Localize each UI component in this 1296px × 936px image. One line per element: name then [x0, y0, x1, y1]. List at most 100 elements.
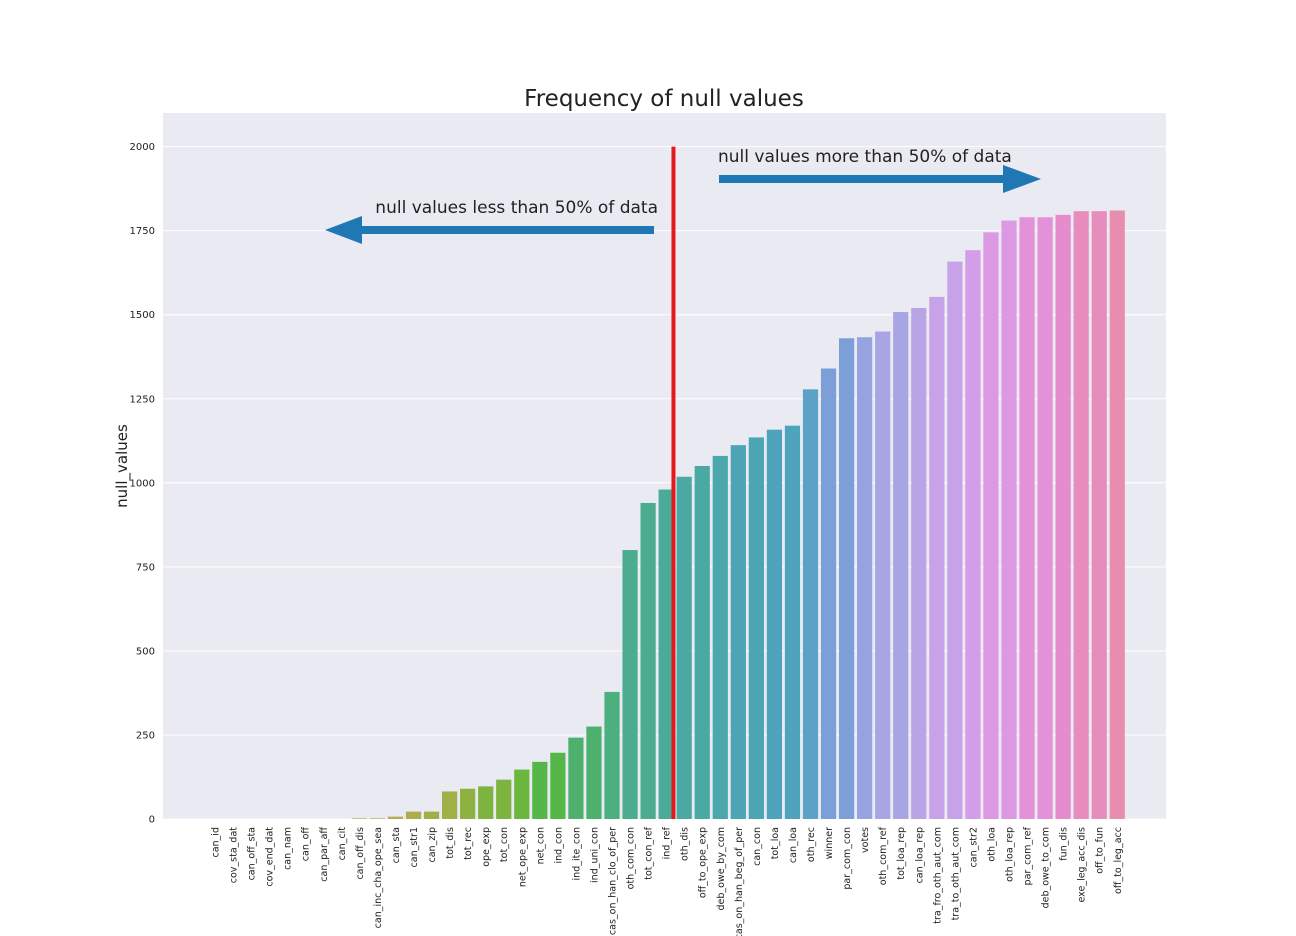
x-tick-label: can_str1: [409, 827, 420, 867]
x-tick-label: ind_uni_con: [589, 827, 600, 883]
bar-oth_rec: [802, 389, 819, 819]
y-tick-label: 2000: [130, 142, 155, 153]
x-tick-label: can_off_sta: [247, 827, 258, 880]
x-tick-label: off_to_fun: [1095, 827, 1106, 874]
bar-can_off_dis: [351, 818, 367, 819]
x-tick-label: cas_on_han_beg_of_per: [734, 827, 745, 936]
x-tick-label: cov_sta_dat: [229, 827, 240, 884]
x-tick-label: oth_rec: [806, 827, 817, 862]
bar-tra_fro_oth_aut_com: [929, 296, 945, 819]
bar-ind_uni_con: [586, 726, 602, 819]
bar-deb_owe_to_com: [1037, 217, 1053, 819]
x-tick-label: off_to_ope_exp: [698, 827, 709, 898]
x-tick-label: tot_con_ref: [644, 826, 655, 879]
bar-off_to_fun: [1091, 211, 1107, 820]
bar-cas_on_han_beg_of_per: [730, 445, 746, 819]
bar-can_zip: [423, 811, 440, 819]
left-arrow-icon: [325, 216, 654, 244]
bar-off_to_leg_acc: [1109, 210, 1125, 819]
x-tick-label: can_off_dis: [355, 827, 366, 880]
bar-tot_loa: [766, 429, 783, 819]
x-tick-label: tot_dis: [445, 827, 456, 859]
x-tick-label: tot_loa_rep: [896, 827, 907, 880]
x-tick-label: tra_to_oth_aut_com: [950, 827, 961, 920]
y-tick-label: 0: [149, 815, 155, 826]
x-tick-label: can_cit: [337, 827, 348, 861]
bar-tot_rec: [460, 788, 476, 819]
y-tick-label: 1000: [130, 478, 155, 489]
x-tick-label: oth_com_ref: [878, 826, 889, 885]
x-tick-label: cas_on_han_clo_of_per: [608, 827, 619, 935]
x-tick-label: tot_rec: [463, 827, 474, 860]
x-tick-label: ind_ite_con: [571, 827, 582, 880]
bar-tra_to_oth_aut_com: [947, 261, 963, 819]
bar-tot_con_ref: [640, 502, 656, 819]
bar-net_ope_exp: [514, 769, 530, 819]
x-tick-label: net_con: [535, 827, 546, 864]
x-tick-label: off_to_leg_acc: [1113, 827, 1124, 894]
bar-oth_com_ref: [875, 331, 891, 819]
x-tick-label: can_str2: [968, 827, 979, 867]
bar-net_con: [532, 761, 548, 819]
bar-can_sta: [387, 816, 404, 819]
x-tick-label: ope_exp: [481, 827, 492, 867]
y-axis-label: null_values: [113, 424, 132, 508]
x-tick-label: can_nam: [283, 827, 294, 870]
bar-can_str1: [405, 811, 422, 819]
x-tick-label: cov_end_dat: [265, 827, 276, 887]
x-tick-label: can_sta: [391, 827, 402, 863]
x-tick-label: can_off: [301, 827, 312, 862]
bar-oth_loa: [983, 232, 999, 819]
bar-tot_loa_rep: [893, 312, 909, 819]
bar-par_com_ref: [1019, 217, 1035, 819]
right-annotation: null values more than 50% of data: [718, 147, 1041, 193]
y-tick-label: 1500: [130, 310, 155, 321]
x-tick-label: tot_con: [499, 827, 510, 862]
x-tick-label: tot_loa: [770, 827, 781, 859]
bar-deb_owe_by_com: [712, 455, 728, 819]
x-tick-label: ind_con: [553, 827, 564, 864]
x-tick-label: par_com_ref: [1023, 826, 1034, 885]
bar-can_con: [748, 437, 764, 819]
bar-oth_loa_rep: [1001, 220, 1017, 820]
y-tick-label: 500: [136, 646, 155, 657]
y-tick-label: 250: [136, 730, 155, 741]
bars: [351, 210, 1125, 820]
x-tick-label: ind_ref: [662, 826, 673, 859]
bar-ind_con: [550, 752, 566, 819]
y-tick-label: 1750: [130, 226, 155, 237]
x-tick-label: oth_loa_rep: [1005, 827, 1016, 882]
x-tick-label: oth_com_con: [626, 827, 637, 889]
x-tick-labels: can_id cov_sta_dat can_off_sta cov_end_dat c…: [211, 826, 1124, 936]
x-tick-label: can_inc_cha_ope_sea: [373, 827, 384, 928]
x-tick-label: exe_leg_acc_dis: [1077, 827, 1088, 903]
x-tick-label: par_com_con: [842, 827, 853, 890]
bar-oth_com_con: [622, 550, 638, 819]
x-tick-label: can_id: [211, 827, 222, 858]
y-tick-label: 1250: [130, 394, 155, 405]
bar-par_com_con: [838, 338, 855, 819]
bar-oth_dis: [676, 476, 692, 819]
x-tick-label: can_zip: [427, 827, 438, 862]
chart-title: Frequency of null values: [524, 86, 804, 112]
bar-can_loa_rep: [911, 307, 927, 819]
x-tick-label: votes: [860, 827, 871, 853]
y-tick-labels: 0 250 500 750 1000 1250 1500 1750 2000: [130, 142, 155, 825]
x-tick-label: net_ope_exp: [517, 827, 528, 887]
bar-tot_dis: [442, 791, 458, 819]
x-tick-label: oth_loa: [986, 827, 997, 862]
bar-off_to_ope_exp: [694, 466, 710, 819]
y-tick-label: 750: [136, 562, 155, 573]
x-tick-label: deb_owe_by_com: [716, 827, 727, 911]
left-annotation-text: null values less than 50% of data: [375, 198, 658, 218]
x-tick-label: can_loa_rep: [914, 827, 925, 883]
x-tick-label: winner: [824, 827, 835, 859]
left-annotation: null values less than 50% of data: [325, 198, 658, 244]
x-tick-label: can_loa: [788, 827, 799, 863]
right-arrow-icon: [719, 165, 1041, 193]
bar-winner: [820, 368, 837, 819]
bar-fun_dis: [1055, 214, 1071, 819]
bar-ind_ref: [658, 489, 674, 819]
x-tick-label: oth_dis: [680, 827, 691, 861]
